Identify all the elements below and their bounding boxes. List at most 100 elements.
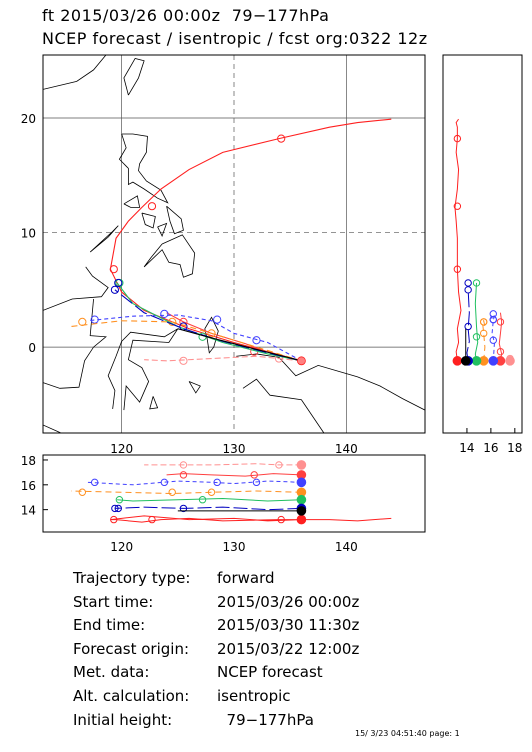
trajectory-marker — [114, 278, 123, 288]
coastline — [107, 328, 179, 411]
info-value: 2015/03/30 11:30z — [217, 616, 360, 635]
bottom-trajectory-line — [144, 463, 302, 466]
map-frame — [42, 54, 426, 434]
bottom-trajectory-marker — [213, 478, 221, 487]
trajectory-info-block: Trajectory type: forward Start time: 2015/… — [73, 567, 359, 732]
coastline — [242, 378, 325, 433]
side-trajectory-line — [454, 118, 462, 361]
coastline — [123, 195, 141, 208]
side-trajectory-line — [466, 289, 470, 361]
coastline — [166, 205, 184, 235]
side-panel-content — [452, 118, 515, 366]
side-start-marker — [460, 356, 471, 366]
info-value: 2015/03/22 12:00z — [217, 639, 360, 658]
bottom-start-marker — [296, 460, 307, 470]
bottom-start-marker — [296, 477, 307, 488]
coastline — [43, 266, 109, 311]
bottom-trajectory-marker — [207, 488, 216, 496]
coastline — [143, 234, 196, 278]
coastlines — [43, 55, 425, 433]
coastline — [89, 225, 119, 253]
info-row: Met. data: NCEP forecast — [73, 661, 359, 685]
info-label: Met. data: — [73, 663, 150, 682]
bottom-panel-content — [71, 460, 392, 525]
bottom-trajectory-marker — [114, 504, 122, 513]
side-trajectory-line — [474, 282, 479, 361]
info-label: Forecast origin: — [73, 639, 190, 658]
bottom-trajectory-marker — [148, 515, 156, 524]
trajectory-marker — [277, 134, 286, 143]
trajectory-paths — [71, 118, 392, 366]
bottom-start-marker — [296, 494, 307, 505]
coastline — [118, 133, 169, 204]
side-trajectory-marker — [489, 310, 497, 318]
info-row: Forecast origin: 2015/03/22 12:00z — [73, 638, 359, 662]
side-trajectory-line — [498, 312, 503, 361]
info-row: Start time: 2015/03/26 00:00z — [73, 591, 359, 615]
bottom-trajectory-marker — [111, 504, 119, 513]
trajectory-marker — [90, 315, 99, 324]
bottom-trajectory-line — [114, 506, 302, 511]
bottom-trajectory-marker — [115, 496, 124, 504]
lat-tick-label: 0 — [28, 341, 36, 355]
coastline — [43, 298, 107, 389]
side-trajectory-marker — [453, 202, 462, 210]
bottom-trajectory-marker — [252, 478, 261, 487]
side-trajectory-marker — [464, 279, 472, 287]
bottom-trajectory-line — [117, 497, 302, 502]
bottom-tick-label: 14 — [21, 504, 36, 518]
bottom-trajectory-marker — [110, 515, 118, 524]
bottom-trajectory-line — [71, 490, 302, 495]
bottom-trajectory-marker — [78, 488, 87, 496]
trajectory-line — [109, 118, 392, 362]
side-start-marker — [452, 356, 463, 366]
lon-tick-label: 140 — [335, 442, 358, 456]
trajectory-line — [177, 328, 302, 362]
trajectory-marker — [252, 336, 261, 345]
side-trajectory-marker — [479, 318, 488, 326]
side-start-marker — [471, 356, 482, 366]
trajectory-line — [114, 289, 302, 362]
info-value: 79−177hPa — [217, 710, 314, 729]
side-start-marker — [488, 356, 499, 366]
bottom-trajectory-marker — [160, 478, 169, 487]
trajectory-marker — [160, 309, 169, 318]
info-label: Alt. calculation: — [73, 686, 190, 705]
side-start-marker — [505, 356, 515, 366]
bottom-trajectory-marker — [179, 461, 188, 469]
side-trajectory-marker — [464, 286, 472, 294]
trajectory-marker — [213, 315, 222, 324]
main-map-panel: 120 130 140 20 10 0 — [21, 54, 426, 456]
bottom-lon-tick-label: 140 — [335, 540, 358, 554]
side-tick-label: 18 — [507, 441, 522, 455]
coastline — [123, 57, 145, 96]
trajectory-marker — [179, 356, 188, 365]
bottom-trajectory-marker — [168, 488, 176, 496]
bottom-lon-tick-label: 130 — [223, 540, 246, 554]
coastline — [43, 424, 62, 433]
info-value: isentropic — [217, 686, 291, 705]
chart-title-line-2: NCEP forecast / isentropic / fcst org:03… — [42, 29, 428, 48]
side-trajectory-marker — [464, 322, 472, 331]
side-trajectory-line — [481, 319, 486, 361]
info-row: Alt. calculation: isentropic — [73, 685, 359, 709]
lat-tick-label: 20 — [21, 112, 36, 126]
coastline — [157, 222, 168, 238]
bottom-lon-tick-label: 120 — [110, 540, 133, 554]
side-panel-frame — [442, 54, 523, 434]
bottom-trajectory-marker — [179, 471, 188, 479]
info-label: End time: — [73, 616, 146, 635]
side-trajectory-marker — [472, 333, 481, 341]
bottom-panel-frame — [42, 454, 426, 533]
side-trajectory-marker — [453, 134, 462, 143]
side-trajectory-marker — [489, 315, 497, 324]
coastline — [236, 353, 425, 411]
info-label: Trajectory type: — [73, 569, 191, 587]
info-row: Initial height: 79−177hPa — [73, 709, 359, 733]
info-label: Start time: — [73, 592, 154, 611]
trajectory-line — [71, 320, 302, 362]
map-grid — [43, 55, 425, 433]
trajectory-marker — [110, 285, 120, 294]
side-trajectory-marker — [496, 347, 505, 356]
bottom-trajectory-line — [110, 515, 392, 523]
